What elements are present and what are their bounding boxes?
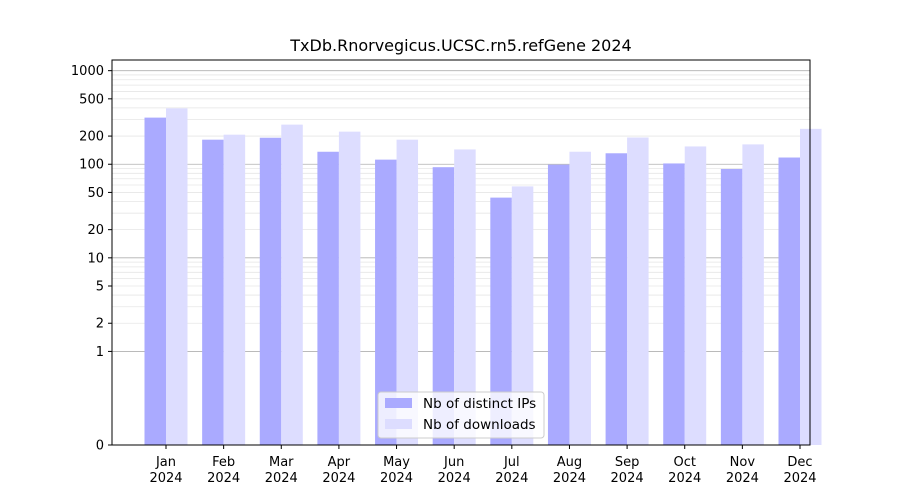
x-tick-label-month: Dec (787, 455, 812, 470)
x-tick-label-year: 2024 (438, 471, 471, 486)
bar-distinct-ips-jun (432, 167, 455, 446)
y-tick-label: 2 (96, 317, 104, 332)
bar-distinct-ips-mar (259, 137, 282, 445)
chart-title: TxDb.Rnorvegicus.UCSC.rn5.refGene 2024 (289, 36, 631, 55)
bar-distinct-ips-nov (720, 168, 743, 445)
bar-downloads-may (396, 139, 419, 445)
bar-downloads-jun (454, 149, 476, 445)
x-tick-label-year: 2024 (380, 471, 413, 486)
x-tick-label-year: 2024 (207, 471, 240, 486)
legend-box (377, 391, 545, 439)
x-tick-label-month: Apr (328, 455, 351, 470)
y-tick-label: 5 (96, 280, 104, 295)
y-tick-label: 10 (87, 251, 104, 266)
bar-downloads-nov (742, 144, 764, 445)
y-tick-label: 0 (96, 439, 104, 454)
bar-distinct-ips-jul (490, 197, 512, 445)
x-tick-label-year: 2024 (726, 471, 759, 486)
x-tick-label-month: Nov (730, 455, 756, 470)
bar-downloads-jul (511, 186, 534, 445)
x-tick-label-year: 2024 (265, 471, 298, 486)
x-tick-label-month: Jul (503, 455, 520, 470)
x-tick-label-month: May (383, 455, 410, 470)
legend: Nb of distinct IPs Nb of downloads (377, 391, 545, 439)
bar-distinct-ips-feb (202, 139, 224, 445)
x-tick-label-year: 2024 (149, 471, 182, 486)
bar-downloads-sep (627, 137, 649, 446)
x-tick-label-month: Aug (557, 455, 582, 470)
bar-downloads-feb (223, 134, 246, 445)
bar-downloads-dec (800, 128, 822, 445)
bar-distinct-ips-sep (605, 153, 628, 445)
y-tick-label: 100 (79, 158, 104, 173)
bar-downloads-apr (338, 131, 361, 445)
legend-label-downloads: Nb of downloads (423, 417, 536, 433)
legend-swatch-downloads (385, 419, 412, 429)
y-tick-label: 200 (79, 130, 104, 145)
bars-layer (144, 108, 822, 446)
x-tick-label-year: 2024 (611, 471, 644, 486)
x-axis: Jan2024Feb2024Mar2024Apr2024May2024Jun20… (149, 445, 817, 486)
x-tick-label-year: 2024 (322, 471, 355, 486)
bar-downloads-oct (684, 146, 707, 446)
bar-distinct-ips-aug (547, 164, 570, 445)
bar-distinct-ips-oct (663, 163, 685, 445)
y-tick-label: 500 (79, 92, 104, 107)
x-tick-label-year: 2024 (495, 471, 528, 486)
x-tick-label-year: 2024 (668, 471, 701, 486)
x-tick-label-month: Jan (155, 455, 176, 470)
legend-swatch-distinct-ips (385, 398, 412, 408)
bar-downloads-mar (281, 124, 303, 445)
y-tick-label: 1 (96, 345, 104, 360)
x-tick-label-month: Oct (673, 455, 695, 470)
legend-label-distinct-ips: Nb of distinct IPs (423, 396, 536, 412)
y-axis: 0 1 2 5 10 20 50 100 200 500 1000 (71, 64, 112, 454)
bar-downloads-aug (569, 151, 591, 445)
y-tick-label: 20 (87, 223, 104, 238)
bar-downloads-jan (166, 108, 188, 446)
x-tick-label-month: Jun (443, 455, 464, 470)
bar-distinct-ips-jan (144, 117, 166, 445)
x-tick-label-month: Feb (212, 455, 235, 470)
bar-distinct-ips-may (375, 159, 397, 445)
plot-frame (111, 59, 811, 446)
bar-distinct-ips-apr (317, 151, 339, 445)
x-tick-label-year: 2024 (553, 471, 586, 486)
y-tick-label: 50 (87, 186, 104, 201)
bar-distinct-ips-dec (778, 157, 800, 445)
x-tick-label-month: Sep (615, 455, 640, 470)
x-tick-label-month: Mar (269, 455, 294, 470)
x-tick-label-year: 2024 (783, 471, 816, 486)
y-tick-label: 1000 (71, 64, 104, 79)
